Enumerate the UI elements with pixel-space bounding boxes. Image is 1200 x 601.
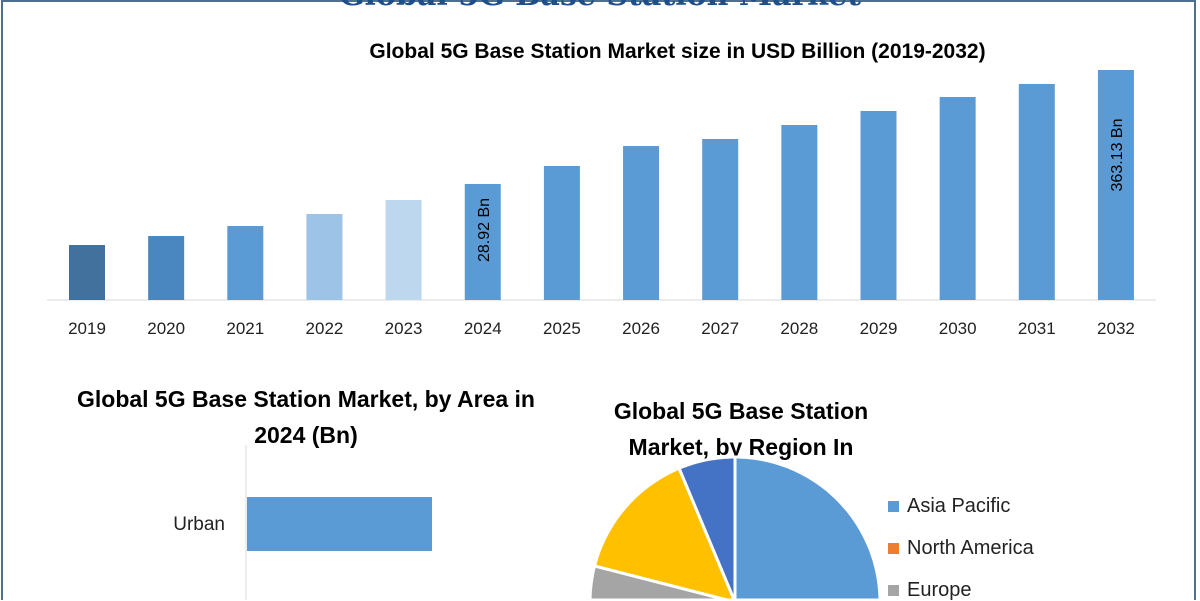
legend-item-europe: Europe	[888, 579, 972, 601]
tick-label-2023: 2023	[385, 319, 423, 338]
pie-slice-4	[677, 455, 737, 600]
legend-swatch	[888, 543, 899, 554]
legend-label: Europe	[907, 579, 972, 601]
tick-label-2028: 2028	[780, 319, 818, 338]
tick-label-2019: 2019	[68, 319, 106, 338]
bar-2020	[148, 236, 185, 300]
bar-2031	[1018, 83, 1055, 301]
bar-2028	[781, 124, 818, 301]
area-chart-title: Global 5G Base Station Market, by Area i…	[76, 386, 535, 448]
legend-swatch	[888, 585, 899, 596]
tick-label-2030: 2030	[939, 319, 977, 338]
bar-2019	[69, 245, 105, 300]
bar-2022	[306, 213, 343, 300]
bar-2025	[543, 165, 580, 300]
legend-item-asia-pacific: Asia Pacific	[888, 495, 1011, 517]
legend-label: Asia Pacific	[907, 495, 1011, 517]
bar-2030	[939, 97, 976, 301]
bar-chart-title: Global 5G Base Station Market size in US…	[369, 40, 986, 63]
page-title: Global 5G Base Station Market	[0, 0, 1200, 13]
category-label-urban: Urban	[173, 514, 225, 535]
bar-urban	[247, 497, 432, 551]
tick-label-2026: 2026	[622, 319, 660, 338]
tick-label-2021: 2021	[226, 319, 264, 338]
tick-label-2027: 2027	[701, 319, 739, 338]
legend-label: North America	[907, 537, 1034, 559]
data-label-2024: 28.92 Bn	[476, 198, 493, 262]
bar-2026	[623, 146, 660, 300]
bar-2027	[702, 138, 739, 300]
tick-label-2025: 2025	[543, 319, 581, 338]
bar-2032	[1097, 70, 1134, 300]
legend-item-north-america: North America	[888, 537, 1034, 559]
pie-slice-3	[593, 466, 736, 600]
tick-label-2029: 2029	[860, 319, 898, 338]
legend-swatch	[888, 501, 899, 512]
data-label-2032: 363.13 Bn	[1109, 119, 1126, 192]
bar-2021	[227, 226, 264, 300]
bar-2023	[385, 199, 422, 300]
bar-2029	[860, 110, 897, 301]
tick-label-2032: 2032	[1097, 319, 1135, 338]
tick-label-2022: 2022	[306, 319, 344, 338]
tick-label-2031: 2031	[1018, 319, 1056, 338]
pie-slice-asia-pacific	[733, 455, 882, 600]
bar-2024	[464, 183, 501, 300]
tick-label-2024: 2024	[464, 319, 502, 338]
tick-label-2020: 2020	[147, 319, 185, 338]
